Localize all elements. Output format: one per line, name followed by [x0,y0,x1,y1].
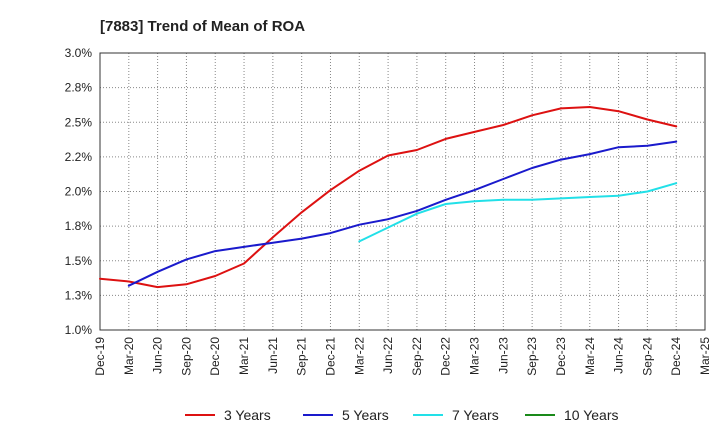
x-tick-label: Dec-23 [554,337,568,376]
plot-area: 1.0% 1.3% 1.5% 1.8% 2.0% 2.2% 2.5% 2.8% 3.0% Dec-… [65,46,712,376]
x-tick-label: Sep-24 [640,337,654,376]
y-tick-label: 1.8% [65,219,93,233]
y-tick-label: 3.0% [65,46,93,60]
x-tick-label: Dec-22 [439,337,453,376]
y-tick-label: 2.0% [65,185,93,199]
x-tick-label: Jun-23 [496,337,510,374]
y-tick-label: 2.2% [65,150,93,164]
x-tick-label: Dec-19 [93,337,107,376]
x-tick-label: Sep-22 [410,337,424,376]
legend: 3 Years 5 Years 7 Years 10 Years [185,407,619,423]
x-tick-label: Sep-20 [179,337,193,376]
x-tick-label: Sep-21 [295,337,309,376]
legend-label: 5 Years [342,407,389,423]
y-tick-label: 1.3% [65,288,93,302]
series-line-5-years [127,140,678,287]
x-tick-label: Mar-25 [698,337,712,375]
legend-label: 7 Years [452,407,499,423]
y-tick-label: 2.5% [65,115,93,129]
x-tick-label: Dec-21 [323,337,337,376]
y-tick-label: 1.0% [65,323,93,337]
x-tick-label: Mar-24 [583,337,597,375]
series-line-7-years [358,182,678,243]
x-tick-label: Mar-23 [468,337,482,375]
x-tick-label: Mar-20 [122,337,136,375]
y-tick-label: 1.5% [65,254,93,268]
series-line-3-years [99,106,678,289]
x-tick-label: Jun-22 [381,337,395,374]
x-tick-label: Dec-20 [208,337,222,376]
x-tick-label: Dec-24 [669,337,683,376]
x-tick-label: Jun-21 [266,337,280,374]
x-tick-label: Mar-21 [237,337,251,375]
x-tick-label: Mar-22 [352,337,366,375]
legend-label: 3 Years [224,407,271,423]
legend-label: 10 Years [564,407,619,423]
y-tick-label: 2.8% [65,81,93,95]
plot-border [99,52,706,331]
x-tick-label: Jun-20 [151,337,165,374]
x-tick-label: Jun-24 [612,337,626,374]
x-tick-label: Sep-23 [525,337,539,376]
chart-title: [7883] Trend of Mean of ROA [100,18,305,35]
